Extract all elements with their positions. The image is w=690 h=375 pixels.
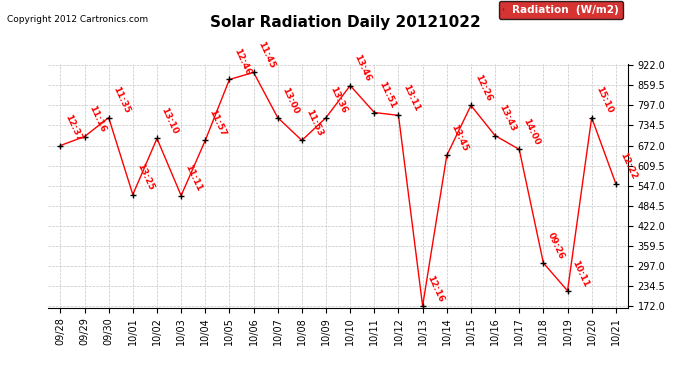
Text: 11:11: 11:11: [184, 163, 204, 193]
Text: 12:22: 12:22: [618, 152, 638, 181]
Text: 14:00: 14:00: [522, 117, 542, 147]
Text: 11:35: 11:35: [111, 86, 131, 115]
Text: 13:43: 13:43: [497, 103, 518, 133]
Text: 11:53: 11:53: [304, 108, 324, 138]
Text: 12:26: 12:26: [473, 73, 493, 103]
Text: 11:45: 11:45: [256, 40, 276, 70]
Text: 13:36: 13:36: [328, 86, 348, 115]
Text: 13:45: 13:45: [449, 123, 469, 153]
Text: 10:11: 10:11: [570, 259, 590, 288]
Text: 11:51: 11:51: [377, 80, 397, 110]
Text: 12:16: 12:16: [425, 274, 445, 303]
Text: 13:11: 13:11: [401, 83, 421, 113]
Text: Copyright 2012 Cartronics.com: Copyright 2012 Cartronics.com: [7, 15, 148, 24]
Text: 13:46: 13:46: [353, 53, 373, 83]
Text: 12:46: 12:46: [232, 47, 252, 77]
Text: 12:37: 12:37: [63, 113, 83, 143]
Legend: Radiation  (W/m2): Radiation (W/m2): [500, 1, 622, 19]
Text: 13:00: 13:00: [280, 86, 300, 115]
Text: 13:25: 13:25: [135, 162, 155, 192]
Text: 11:16: 11:16: [87, 104, 107, 134]
Text: 13:10: 13:10: [159, 106, 179, 136]
Text: Solar Radiation Daily 20121022: Solar Radiation Daily 20121022: [210, 15, 480, 30]
Text: 15:10: 15:10: [594, 86, 614, 115]
Text: 11:57: 11:57: [208, 108, 228, 138]
Text: 09:26: 09:26: [546, 231, 566, 260]
